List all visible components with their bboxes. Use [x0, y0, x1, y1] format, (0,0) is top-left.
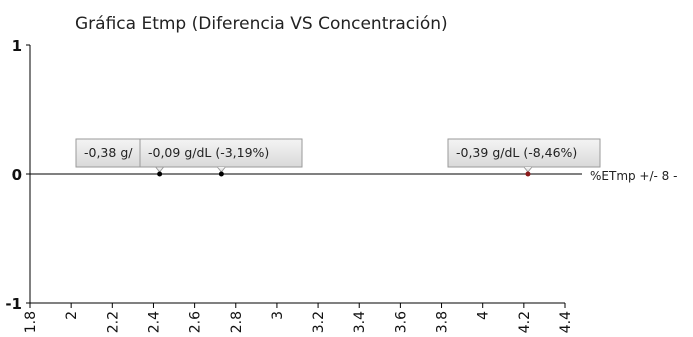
chart-title: Gráfica Etmp (Diferencia VS Concentració…	[75, 14, 448, 34]
y-tick-label: 0	[12, 166, 22, 184]
scatter-point	[218, 171, 224, 177]
x-tick-label: 2.2	[105, 311, 121, 333]
legend-label: %ETmp +/- 8 -	[590, 169, 677, 183]
x-tick-label: 4.2	[517, 311, 533, 333]
data-label-pointer	[155, 166, 165, 173]
x-tick-label: 3.2	[311, 311, 327, 333]
data-label: -0,09 g/dL (-3,19%)	[148, 145, 269, 160]
data-label-pointer	[523, 166, 533, 173]
data-label: -0,38 g/	[84, 145, 133, 160]
x-tick-label: 3.6	[393, 311, 409, 333]
x-tick-label: 3	[270, 311, 286, 320]
x-tick-label: 4	[476, 311, 492, 320]
x-tick-label: 2.8	[229, 311, 245, 333]
x-tick-label: 2.4	[146, 311, 162, 333]
x-tick-label: 4.4	[558, 311, 574, 333]
data-label: -0,39 g/dL (-8,46%)	[456, 145, 577, 160]
data-label-box	[447, 138, 601, 168]
x-tick-label: 1.8	[23, 311, 39, 333]
data-label-pointer	[216, 166, 226, 173]
y-tick-label: -1	[5, 295, 22, 313]
y-tick-label: 1	[12, 37, 22, 55]
axes-layer: 1 0 -11.8 2 2.2 2.4 2.6 2.8 3 3.2 3.4 3.6 3.8 4 4.2 4.4	[5, 37, 582, 333]
points-layer	[157, 171, 531, 177]
data-label-box	[139, 138, 303, 168]
x-tick-label: 3.8	[435, 311, 451, 333]
x-tick-label: 2.6	[188, 311, 204, 333]
scatter-point	[525, 171, 531, 177]
labels-layer: -0,38 g/ -0,09 g/dL (-3,19%) -0,39 g/dL (-…	[75, 138, 601, 173]
data-label-box	[75, 138, 145, 168]
x-tick-label: 3.4	[352, 311, 368, 333]
x-tick-label: 2	[64, 311, 80, 320]
scatter-point	[157, 171, 163, 177]
